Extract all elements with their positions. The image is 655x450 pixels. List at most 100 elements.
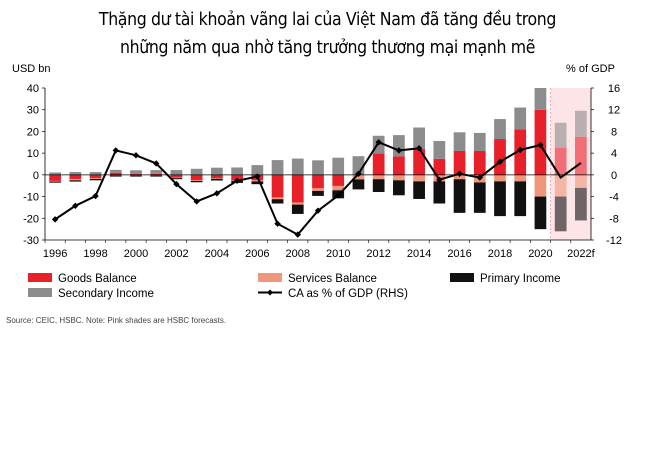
bar-goods-balance-2010	[332, 174, 345, 186]
bar-goods-balance-1997	[69, 174, 82, 180]
legend-swatch-primary-income	[450, 273, 474, 282]
bar-secondary-income-2003	[190, 168, 203, 175]
bar-services-balance-2020	[534, 174, 547, 197]
bar-primary-income-1998	[89, 178, 102, 181]
bar-goods-balance-2016	[453, 150, 466, 175]
x-tick-2018: 2018	[488, 248, 512, 260]
bar-services-balance-2021f	[554, 174, 567, 197]
ca-point-2001	[153, 160, 160, 167]
bar-secondary-income-2008	[291, 158, 304, 175]
bar-primary-income-2002	[170, 178, 183, 180]
bar-primary-income-2021f	[554, 196, 567, 232]
legend-label-ca-as-of-gdp-rhs-: CA as % of GDP (RHS)	[288, 288, 408, 300]
ca-point-1999	[112, 147, 119, 154]
x-tick-2016: 2016	[447, 248, 471, 260]
bar-secondary-income-2005	[231, 167, 243, 175]
bar-primary-income-2014	[413, 181, 425, 199]
y-left-tick-30: 30	[27, 105, 39, 117]
x-tick-2020: 2020	[528, 248, 552, 260]
bar-goods-balance-2007	[271, 174, 284, 198]
y-right-tick-4: 4	[611, 148, 617, 160]
bar-primary-income-1999	[109, 175, 122, 177]
y-right-tick-16: 16	[608, 83, 620, 95]
bar-secondary-income-1998	[89, 172, 102, 175]
bar-secondary-income-2004	[211, 167, 223, 175]
bar-secondary-income-2022f	[575, 110, 587, 137]
bar-primary-income-2016	[453, 179, 466, 213]
bar-secondary-income-1997	[69, 172, 82, 175]
source-note: Source: CEIC, HSBC. Note: Pink shades ar…	[6, 316, 227, 325]
y-right-tick--8: -8	[609, 213, 619, 225]
bar-secondary-income-2011	[352, 156, 365, 175]
x-tick-2010: 2010	[326, 248, 350, 260]
ca-point-2015	[436, 176, 443, 183]
legend-label-secondary-income: Secondary Income	[58, 288, 154, 300]
bar-primary-income-2007	[271, 199, 284, 204]
ca-point-2020	[537, 141, 544, 149]
bar-services-balance-2007	[271, 197, 284, 200]
x-tick-1998: 1998	[83, 248, 107, 260]
y-left-tick-20: 20	[27, 126, 39, 138]
bar-goods-balance-1999	[109, 172, 122, 175]
bar-primary-income-2019	[514, 181, 527, 217]
x-tick-2008: 2008	[286, 248, 310, 260]
x-tick-2000: 2000	[124, 248, 148, 260]
bar-primary-income-2006	[251, 181, 264, 185]
bar-goods-balance-2008	[291, 174, 304, 203]
bar-services-balance-2013	[393, 174, 405, 181]
ca-point-2005	[233, 177, 241, 185]
y-right-tick-0: 0	[611, 170, 617, 182]
bar-secondary-income-2007	[271, 160, 284, 175]
ca-point-1997	[72, 202, 79, 209]
bar-primary-income-2013	[393, 180, 405, 196]
bar-primary-income-2015	[433, 181, 446, 204]
ca-point-1998	[92, 192, 99, 200]
legend-swatch-goods-balance	[28, 273, 52, 282]
bar-secondary-income-2000	[130, 170, 142, 174]
ca-point-2007	[274, 220, 281, 227]
chart-title: Thặng dư tài khoản vãng lai của Việt Nam…	[33, 6, 623, 62]
bar-services-balance-2009	[312, 188, 324, 191]
bar-secondary-income-2020	[534, 88, 547, 110]
bar-services-balance-2002	[170, 177, 183, 179]
y-right-tick-8: 8	[611, 126, 617, 138]
bar-primary-income-2022f	[575, 187, 587, 221]
ca-point-2003	[193, 198, 200, 205]
y-left-tick-40: 40	[27, 83, 39, 95]
bar-secondary-income-2001	[150, 170, 163, 174]
bar-goods-balance-2012	[372, 153, 385, 175]
x-tick-2002: 2002	[164, 248, 188, 260]
x-tick-2012: 2012	[366, 248, 390, 260]
bar-services-balance-1996	[49, 180, 61, 182]
bar-secondary-income-2002	[170, 170, 183, 175]
bar-services-balance-2010	[332, 185, 345, 191]
bar-primary-income-2011	[352, 179, 365, 190]
ca-point-2013	[395, 147, 403, 154]
bar-primary-income-2000	[130, 175, 142, 177]
bar-goods-balance-2015	[433, 158, 446, 175]
bar-secondary-income-2021f	[554, 122, 567, 148]
y-right-tick--4: -4	[609, 192, 619, 204]
bar-primary-income-2017	[473, 182, 486, 213]
ca-point-2002	[173, 180, 180, 188]
bar-secondary-income-2006	[251, 165, 264, 175]
y-left-tick-0: 0	[33, 170, 39, 182]
bar-secondary-income-2009	[312, 160, 324, 175]
ca-point-2017	[476, 174, 483, 181]
y-left-tick--10: -10	[23, 192, 39, 204]
legend-label-services-balance: Services Balance	[288, 273, 377, 285]
bar-goods-balance-2014	[413, 148, 425, 175]
y-left-tick--30: -30	[23, 235, 39, 247]
bar-primary-income-1997	[69, 180, 82, 182]
bar-goods-balance-1996	[49, 174, 61, 181]
ca-point-2016	[456, 170, 463, 177]
bar-services-balance-2011	[352, 174, 365, 180]
bar-secondary-income-2013	[393, 135, 405, 157]
ca-point-2006	[254, 173, 261, 180]
bar-secondary-income-2017	[473, 132, 486, 151]
bar-goods-balance-2004	[211, 174, 223, 179]
bar-goods-balance-2003	[190, 174, 203, 181]
ca-point-2004	[213, 190, 221, 197]
bar-services-balance-1997	[69, 179, 82, 181]
